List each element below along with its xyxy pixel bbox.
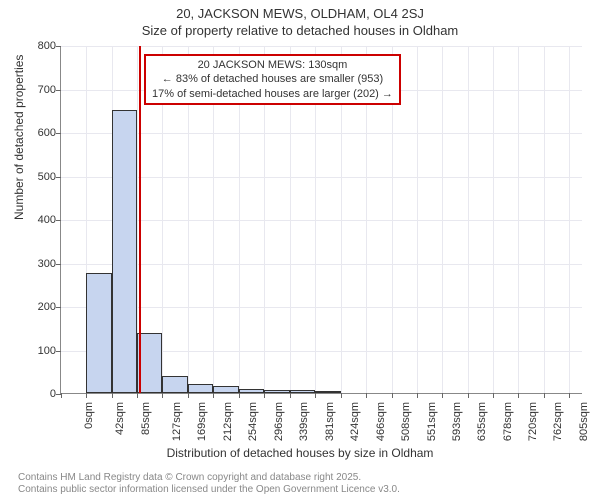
x-tick-mark: [493, 393, 494, 398]
histogram-bar: [315, 391, 340, 393]
x-tick-label: 127sqm: [171, 402, 183, 441]
title-address: 20, JACKSON MEWS, OLDHAM, OL4 2SJ: [0, 0, 600, 21]
x-tick-label: 42sqm: [114, 402, 126, 435]
grid-line-v: [468, 46, 469, 393]
y-tick-label: 0: [16, 388, 56, 400]
x-tick-mark: [468, 393, 469, 398]
x-tick-label: 424sqm: [350, 402, 362, 441]
histogram-bar: [86, 273, 112, 393]
x-tick-mark: [86, 393, 87, 398]
y-tick-label: 700: [16, 84, 56, 96]
annotation-box: 20 JACKSON MEWS: 130sqm ← 83% of detache…: [144, 54, 401, 105]
grid-line-v: [544, 46, 545, 393]
x-tick-label: 212sqm: [222, 402, 234, 441]
y-tick-label: 800: [16, 40, 56, 52]
footer: Contains HM Land Registry data © Crown c…: [18, 472, 400, 496]
histogram-bar: [264, 390, 289, 393]
footer-line2: Contains public sector information licen…: [18, 484, 400, 496]
x-axis-label: Distribution of detached houses by size …: [0, 446, 600, 460]
x-tick-mark: [264, 393, 265, 398]
x-tick-mark: [239, 393, 240, 398]
x-tick-label: 466sqm: [375, 402, 387, 441]
x-tick-label: 296sqm: [273, 402, 285, 441]
x-tick-label: 805sqm: [578, 402, 590, 441]
histogram-bar: [162, 376, 188, 393]
y-tick-mark: [56, 46, 61, 47]
x-tick-label: 678sqm: [502, 402, 514, 441]
grid-line-v: [493, 46, 494, 393]
annotation-line2: ← 83% of detached houses are smaller (95…: [152, 72, 393, 86]
x-tick-mark: [315, 393, 316, 398]
y-tick-label: 300: [16, 258, 56, 270]
x-tick-label: 254sqm: [248, 402, 260, 441]
x-tick-label: 381sqm: [324, 402, 336, 441]
x-tick-mark: [442, 393, 443, 398]
x-tick-mark: [417, 393, 418, 398]
x-tick-label: 593sqm: [451, 402, 463, 441]
x-tick-mark: [162, 393, 163, 398]
histogram-bar: [213, 386, 238, 393]
y-tick-mark: [56, 220, 61, 221]
title-subtitle: Size of property relative to detached ho…: [0, 21, 600, 38]
x-tick-mark: [112, 393, 113, 398]
x-tick-mark: [61, 393, 62, 398]
x-tick-mark: [569, 393, 570, 398]
annotation-line3: 17% of semi-detached houses are larger (…: [152, 87, 393, 101]
grid-line-v: [569, 46, 570, 393]
y-tick-label: 200: [16, 301, 56, 313]
y-tick-label: 600: [16, 127, 56, 139]
x-tick-label: 762sqm: [552, 402, 564, 441]
x-tick-mark: [137, 393, 138, 398]
marker-line: [139, 46, 141, 393]
histogram-bar: [239, 389, 265, 393]
y-tick-label: 500: [16, 171, 56, 183]
grid-line-v: [417, 46, 418, 393]
chart-container: 20, JACKSON MEWS, OLDHAM, OL4 2SJ Size o…: [0, 0, 600, 500]
x-tick-label: 720sqm: [527, 402, 539, 441]
x-tick-label: 508sqm: [400, 402, 412, 441]
x-tick-mark: [544, 393, 545, 398]
annotation-line1: 20 JACKSON MEWS: 130sqm: [152, 58, 393, 72]
grid-line-v: [442, 46, 443, 393]
grid-line-v: [518, 46, 519, 393]
y-tick-mark: [56, 177, 61, 178]
histogram-bar: [188, 384, 213, 393]
x-tick-label: 169sqm: [197, 402, 209, 441]
x-tick-label: 339sqm: [299, 402, 311, 441]
x-tick-mark: [188, 393, 189, 398]
x-tick-label: 85sqm: [140, 402, 152, 435]
x-tick-mark: [518, 393, 519, 398]
footer-line1: Contains HM Land Registry data © Crown c…: [18, 472, 400, 484]
y-tick-mark: [56, 133, 61, 134]
histogram-bar: [112, 110, 137, 393]
y-tick-mark: [56, 264, 61, 265]
x-tick-mark: [341, 393, 342, 398]
x-tick-mark: [213, 393, 214, 398]
plot-area: 20 JACKSON MEWS: 130sqm ← 83% of detache…: [60, 46, 582, 394]
x-tick-mark: [290, 393, 291, 398]
y-tick-label: 100: [16, 345, 56, 357]
histogram-bar: [290, 390, 316, 393]
x-tick-label: 635sqm: [476, 402, 488, 441]
y-tick-mark: [56, 307, 61, 308]
x-tick-mark: [366, 393, 367, 398]
y-tick-mark: [56, 90, 61, 91]
x-tick-label: 0sqm: [83, 402, 95, 429]
y-tick-label: 400: [16, 214, 56, 226]
x-tick-label: 551sqm: [426, 402, 438, 441]
y-tick-mark: [56, 351, 61, 352]
x-tick-mark: [392, 393, 393, 398]
